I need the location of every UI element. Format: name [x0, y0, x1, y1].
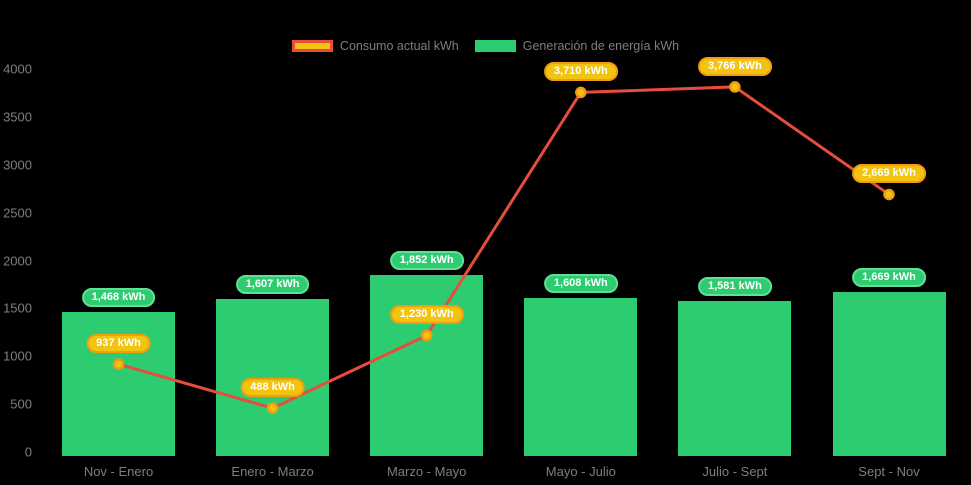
generation-bar[interactable] [370, 274, 484, 456]
y-axis-tick-label: 3000 [3, 157, 32, 173]
legend-label-generacion: Generación de energía kWh [522, 39, 680, 53]
generation-bar[interactable] [832, 292, 946, 456]
generation-bar[interactable] [216, 298, 330, 456]
x-axis-category-label: Nov - Enero [83, 464, 154, 479]
bar-value-pill: 1,608 kWh [543, 274, 618, 294]
x-axis-category-label: Sept - Nov [858, 464, 920, 479]
consumption-point-marker[interactable] [420, 329, 433, 342]
bar-value-pill: 1,581 kWh [697, 277, 772, 297]
line-value-pill: 1,230 kWh [389, 305, 464, 325]
bar-value-pill: 1,607 kWh [235, 274, 310, 294]
y-axis-tick-label: 1000 [3, 348, 32, 364]
line-value-pill: 488 kWh [240, 378, 305, 398]
consumption-point-marker[interactable] [112, 358, 125, 370]
line-value-pill: 2,669 kWh [852, 164, 926, 184]
generation-bar[interactable] [678, 301, 792, 456]
y-axis-tick-label: 2000 [3, 253, 32, 268]
bar-value-pill: 1,468 kWh [81, 288, 156, 308]
legend-item-generacion[interactable]: Generación de energía kWh [474, 39, 680, 53]
y-axis-tick-label: 500 [10, 396, 32, 412]
consumption-point-marker[interactable] [883, 188, 895, 201]
y-axis-tick-label: 3500 [3, 109, 32, 125]
y-axis-tick-label: 1500 [3, 300, 32, 316]
generation-bar[interactable] [524, 298, 638, 456]
consumption-point-marker[interactable] [729, 81, 741, 93]
consumption-line [118, 85, 890, 410]
y-axis-tick-label: 2500 [3, 205, 32, 221]
x-axis-category-label: Julio - Sept [702, 464, 768, 479]
legend-item-consumo[interactable]: Consumo actual kWh [291, 39, 459, 53]
x-axis-category-label: Marzo - Mayo [386, 464, 467, 479]
consumption-point-marker[interactable] [266, 402, 279, 414]
legend: Consumo actual kWh Generación de energía… [0, 39, 971, 53]
generacion-bar-swatch-icon [474, 40, 516, 52]
bar-value-pill: 1,669 kWh [852, 268, 926, 288]
x-axis-category-label: Mayo - Julio [545, 464, 616, 479]
bar-value-pill: 1,852 kWh [389, 250, 464, 270]
line-value-pill: 3,710 kWh [543, 62, 618, 82]
line-value-pill: 937 kWh [86, 334, 151, 354]
legend-label-consumo: Consumo actual kWh [339, 39, 459, 53]
x-axis-category-label: Enero - Marzo [231, 464, 314, 479]
y-axis-tick-label: 4000 [3, 61, 32, 77]
line-value-pill: 3,766 kWh [697, 56, 772, 76]
consumo-line-swatch-icon [291, 40, 333, 52]
consumption-point-marker[interactable] [575, 86, 587, 99]
y-axis-tick-label: 0 [24, 444, 32, 460]
